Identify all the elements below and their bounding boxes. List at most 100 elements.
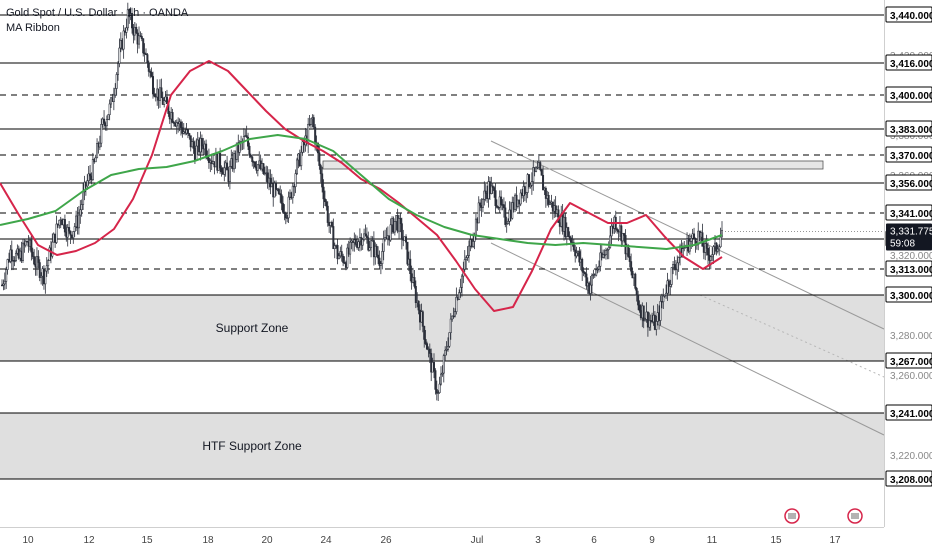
- candle-body: [481, 198, 484, 208]
- candle-body: [205, 143, 208, 156]
- candle-body: [138, 35, 141, 45]
- candle-body: [107, 114, 110, 120]
- candle-body: [683, 247, 686, 249]
- candle-body: [624, 235, 627, 255]
- candle-body: [452, 315, 455, 318]
- candle-body: [379, 263, 382, 266]
- candle-body: [354, 239, 357, 245]
- candle-body: [98, 142, 101, 148]
- candle-body: [160, 87, 163, 99]
- chart-legend: Gold Spot / U.S. Dollar · 1h · OANDA MA …: [6, 6, 188, 36]
- candle-body: [273, 182, 276, 198]
- candle-body: [406, 241, 409, 265]
- candle-body: [114, 88, 117, 96]
- solid-level-label-box: [885, 352, 932, 369]
- candle-body: [223, 167, 226, 175]
- candle-body: [497, 207, 500, 209]
- candle-body: [33, 256, 36, 265]
- candle-body: [94, 157, 97, 163]
- candle-body: [248, 145, 251, 156]
- candle-body: [284, 213, 287, 219]
- candle-body: [623, 233, 626, 236]
- candle-body: [342, 255, 345, 263]
- candle-body: [63, 219, 66, 233]
- candle-body: [364, 233, 367, 237]
- candle-body: [275, 182, 278, 190]
- candle-body: [568, 236, 571, 239]
- candle-body: [607, 246, 610, 250]
- candle-body: [226, 162, 229, 171]
- candle-body: [195, 145, 198, 160]
- candle-body: [286, 217, 289, 219]
- candle-body: [719, 236, 722, 248]
- symbol-title[interactable]: Gold Spot / U.S. Dollar · 1h · OANDA: [6, 7, 189, 19]
- candle-body: [73, 226, 76, 232]
- candle-body: [701, 232, 704, 247]
- candle-body: [321, 173, 324, 188]
- candle-body: [472, 241, 475, 247]
- candle-body: [581, 258, 584, 272]
- candle-body: [326, 205, 329, 223]
- candle-body: [523, 186, 526, 195]
- candle-body: [463, 259, 466, 270]
- candle-body: [51, 241, 54, 257]
- current-price-box: [886, 223, 932, 251]
- x-tick-label: 3: [535, 535, 541, 546]
- y-tick-label: 3,280.000: [890, 331, 932, 342]
- candle-body: [87, 173, 90, 181]
- candle-body: [428, 348, 431, 354]
- candle-body: [192, 141, 195, 149]
- candle-body: [314, 126, 317, 145]
- candle-body: [707, 248, 710, 256]
- candle-body: [172, 122, 175, 124]
- candle-body: [21, 242, 24, 261]
- candle-body: [596, 268, 599, 271]
- indicator-label[interactable]: MA Ribbon: [6, 22, 60, 34]
- candle-body: [186, 129, 189, 134]
- solid-level-label-box: [885, 120, 932, 137]
- candle-body: [80, 204, 83, 211]
- candle-body: [720, 230, 723, 238]
- candle-body: [47, 260, 50, 267]
- candle-body: [434, 370, 437, 390]
- candle-body: [333, 245, 336, 250]
- candle-body: [637, 294, 640, 306]
- candle-body: [399, 218, 402, 224]
- candle-body: [413, 277, 416, 287]
- candle-body: [583, 272, 586, 275]
- candle-body: [479, 202, 482, 206]
- candle-body: [570, 237, 573, 243]
- fast-ma-line: [0, 60, 723, 312]
- candle-body: [690, 238, 693, 242]
- candle-body: [105, 119, 108, 127]
- candle-body: [439, 373, 442, 385]
- candle-body: [233, 153, 236, 170]
- channel-line-upper: [490, 140, 885, 330]
- candle-body: [578, 251, 581, 263]
- candle-body: [567, 227, 570, 237]
- candle-body: [325, 201, 328, 207]
- candle-body: [642, 305, 645, 322]
- candle-body: [294, 173, 297, 187]
- support-zone-fill: [0, 413, 884, 479]
- candle-body: [118, 47, 121, 64]
- y-tick-label: 3,320.000: [890, 251, 932, 262]
- candle-body: [393, 221, 396, 233]
- candle-body: [238, 142, 241, 153]
- candle-body: [505, 223, 508, 225]
- x-tick-label: 26: [380, 535, 392, 546]
- x-tick-label: 11: [707, 535, 718, 546]
- candle-body: [143, 52, 146, 55]
- candle-body: [330, 221, 333, 227]
- candle-body: [280, 194, 283, 204]
- candle-body: [432, 362, 435, 371]
- candle-body: [147, 62, 150, 72]
- candle-body: [547, 194, 550, 205]
- candle-body: [66, 227, 69, 238]
- candle-body: [628, 256, 631, 262]
- solid-level-label-box: [885, 286, 932, 303]
- candle-body: [301, 141, 304, 153]
- candle-body: [602, 254, 605, 258]
